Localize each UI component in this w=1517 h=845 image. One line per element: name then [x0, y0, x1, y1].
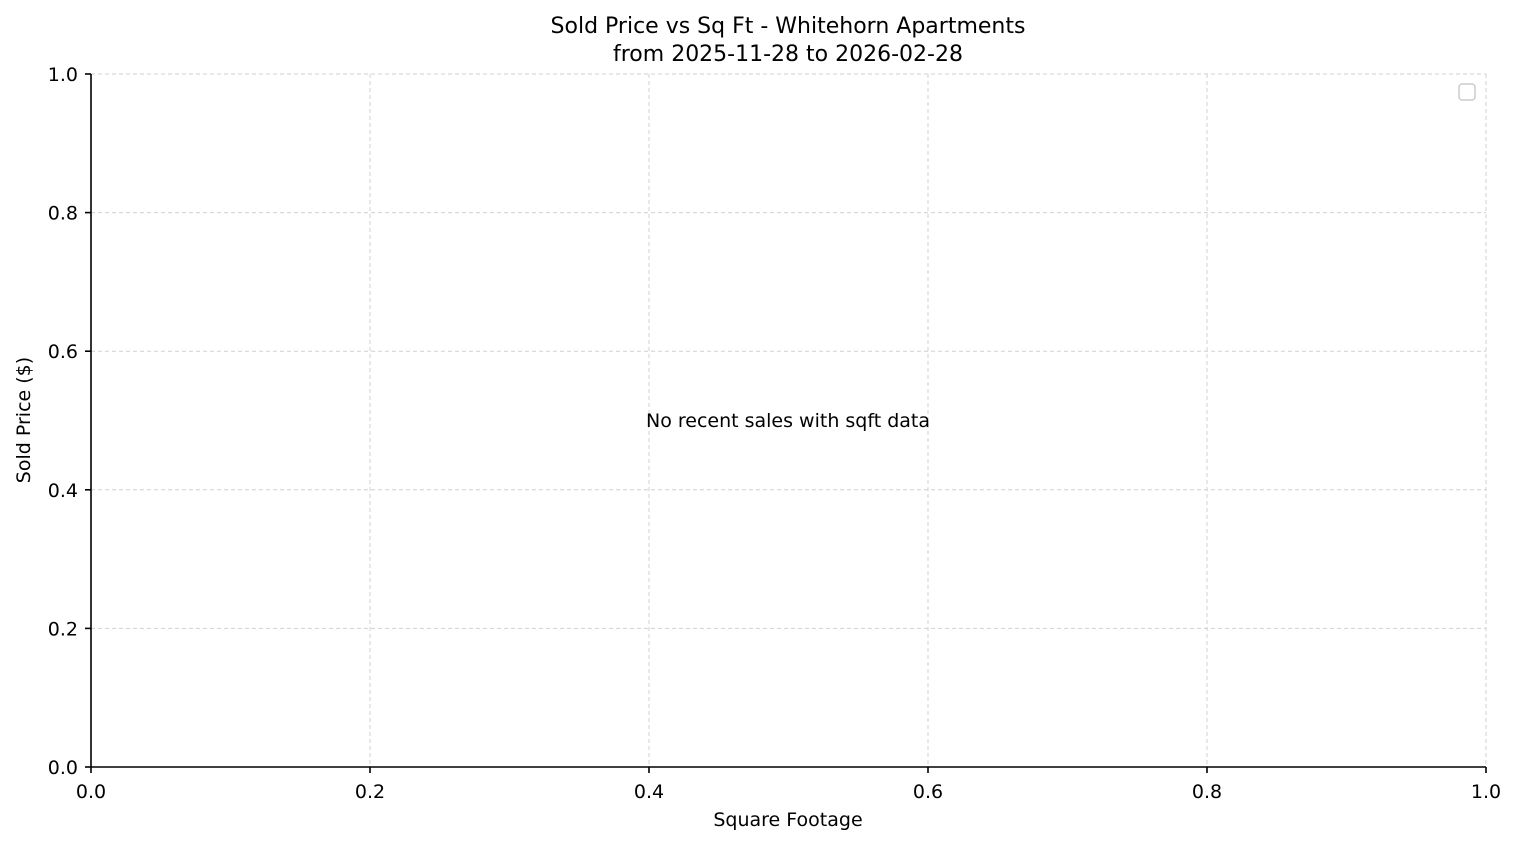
- x-tick-label: 1.0: [1471, 781, 1501, 803]
- y-tick-label: 0.8: [48, 203, 78, 225]
- grid: [91, 73, 1487, 767]
- legend-box: [1458, 83, 1476, 101]
- chart-title-line-1: Sold Price vs Sq Ft - Whitehorn Apartmen…: [551, 14, 1026, 39]
- x-axis-label: Square Footage: [713, 809, 862, 831]
- x-tick-label: 0.4: [634, 781, 664, 803]
- x-tick-label: 0.2: [355, 781, 385, 803]
- y-tick-label: 0.2: [48, 618, 78, 640]
- y-tick-label: 1.0: [48, 64, 78, 86]
- y-axis-label: Sold Price ($): [13, 357, 35, 483]
- y-tick-label: 0.6: [48, 341, 78, 363]
- x-tick-label: 0.0: [76, 781, 106, 803]
- no-data-annotation: No recent sales with sqft data: [646, 410, 930, 432]
- chart-title-line-2: from 2025-11-28 to 2026-02-28: [613, 42, 963, 67]
- x-tick-label: 0.8: [1192, 781, 1222, 803]
- y-tick-label: 0.0: [48, 757, 78, 779]
- ticks: 0.0 0.2 0.4 0.6 0.8 1.0 0.0 0.2 0.4 0.6 0.8 1.0: [48, 64, 1501, 803]
- axes: [90, 74, 1486, 768]
- y-tick-label: 0.4: [48, 480, 78, 502]
- x-tick-label: 0.6: [913, 781, 943, 803]
